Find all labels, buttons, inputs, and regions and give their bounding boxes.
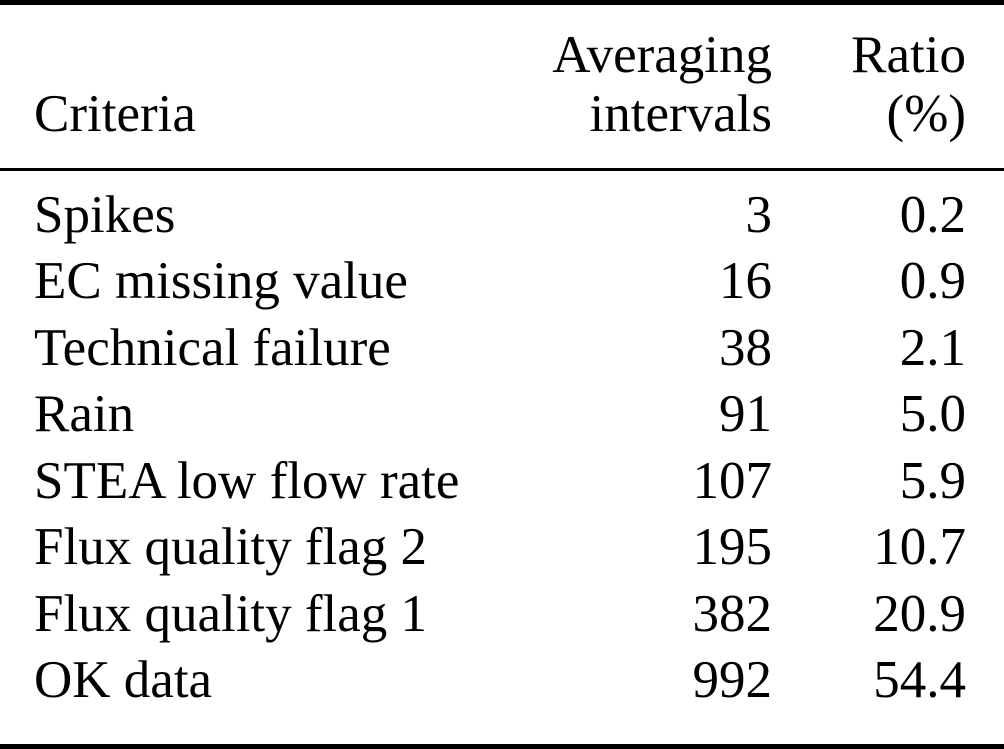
intervals-cell: 16 — [719, 252, 772, 311]
ratio-cell: 5.9 — [899, 451, 966, 510]
criteria-cell: Technical failure — [34, 318, 391, 377]
table-row: Rain 91 5.0 — [0, 384, 1004, 444]
criteria-cell: EC missing value — [34, 252, 408, 311]
ratio-cell: 0.2 — [899, 186, 966, 244]
intervals-cell: 992 — [692, 650, 773, 709]
table-row: STEA low flow rate 107 5.9 — [0, 451, 1004, 511]
table-row: Flux quality flag 1 382 20.9 — [0, 584, 1004, 644]
header-ratio: Ratio (%) — [772, 26, 1004, 144]
intervals-cell: 3 — [745, 186, 773, 244]
ratio-cell: 54.4 — [873, 650, 966, 709]
table-header-rule — [0, 168, 1004, 171]
table-header-row: Criteria Averaging intervals Ratio (%) — [0, 5, 1004, 168]
header-ratio-line2: (%) — [886, 85, 966, 143]
table-row: OK data 992 54.4 — [0, 650, 1004, 710]
table-bottom-rule — [0, 744, 1004, 749]
criteria-cell: Flux quality flag 2 — [34, 518, 428, 577]
ratio-cell: 0.9 — [899, 252, 966, 311]
criteria-cell: Rain — [34, 385, 135, 444]
criteria-cell: Spikes — [34, 186, 176, 244]
table-top-rule — [0, 0, 1004, 5]
ratio-cell: 20.9 — [873, 584, 966, 643]
ratio-cell: 5.0 — [899, 385, 966, 444]
intervals-cell: 107 — [692, 451, 773, 510]
table-row: Flux quality flag 2 195 10.7 — [0, 517, 1004, 577]
header-ratio-line1: Ratio — [851, 26, 966, 84]
criteria-cell: Flux quality flag 1 — [34, 584, 428, 643]
header-averaging-line1: Averaging — [552, 26, 772, 84]
intervals-cell: 382 — [692, 584, 773, 643]
criteria-cell: STEA low flow rate — [34, 451, 460, 510]
table-row: Spikes 3 0.2 — [0, 185, 1004, 245]
header-averaging-intervals: Averaging intervals — [540, 26, 772, 144]
criteria-cell: OK data — [34, 650, 213, 709]
header-criteria-label: Criteria — [34, 85, 196, 143]
ratio-cell: 2.1 — [899, 318, 966, 377]
table-row: Technical failure 38 2.1 — [0, 318, 1004, 378]
intervals-cell: 91 — [719, 385, 772, 444]
header-criteria: Criteria — [0, 85, 540, 144]
intervals-cell: 195 — [692, 518, 773, 577]
header-averaging-line2: intervals — [589, 85, 773, 143]
table-body: Spikes 3 0.2 EC missing value 16 0.9 Tec… — [0, 171, 1004, 744]
intervals-cell: 38 — [719, 318, 772, 377]
ratio-cell: 10.7 — [873, 518, 966, 577]
table-row: EC missing value 16 0.9 — [0, 251, 1004, 311]
